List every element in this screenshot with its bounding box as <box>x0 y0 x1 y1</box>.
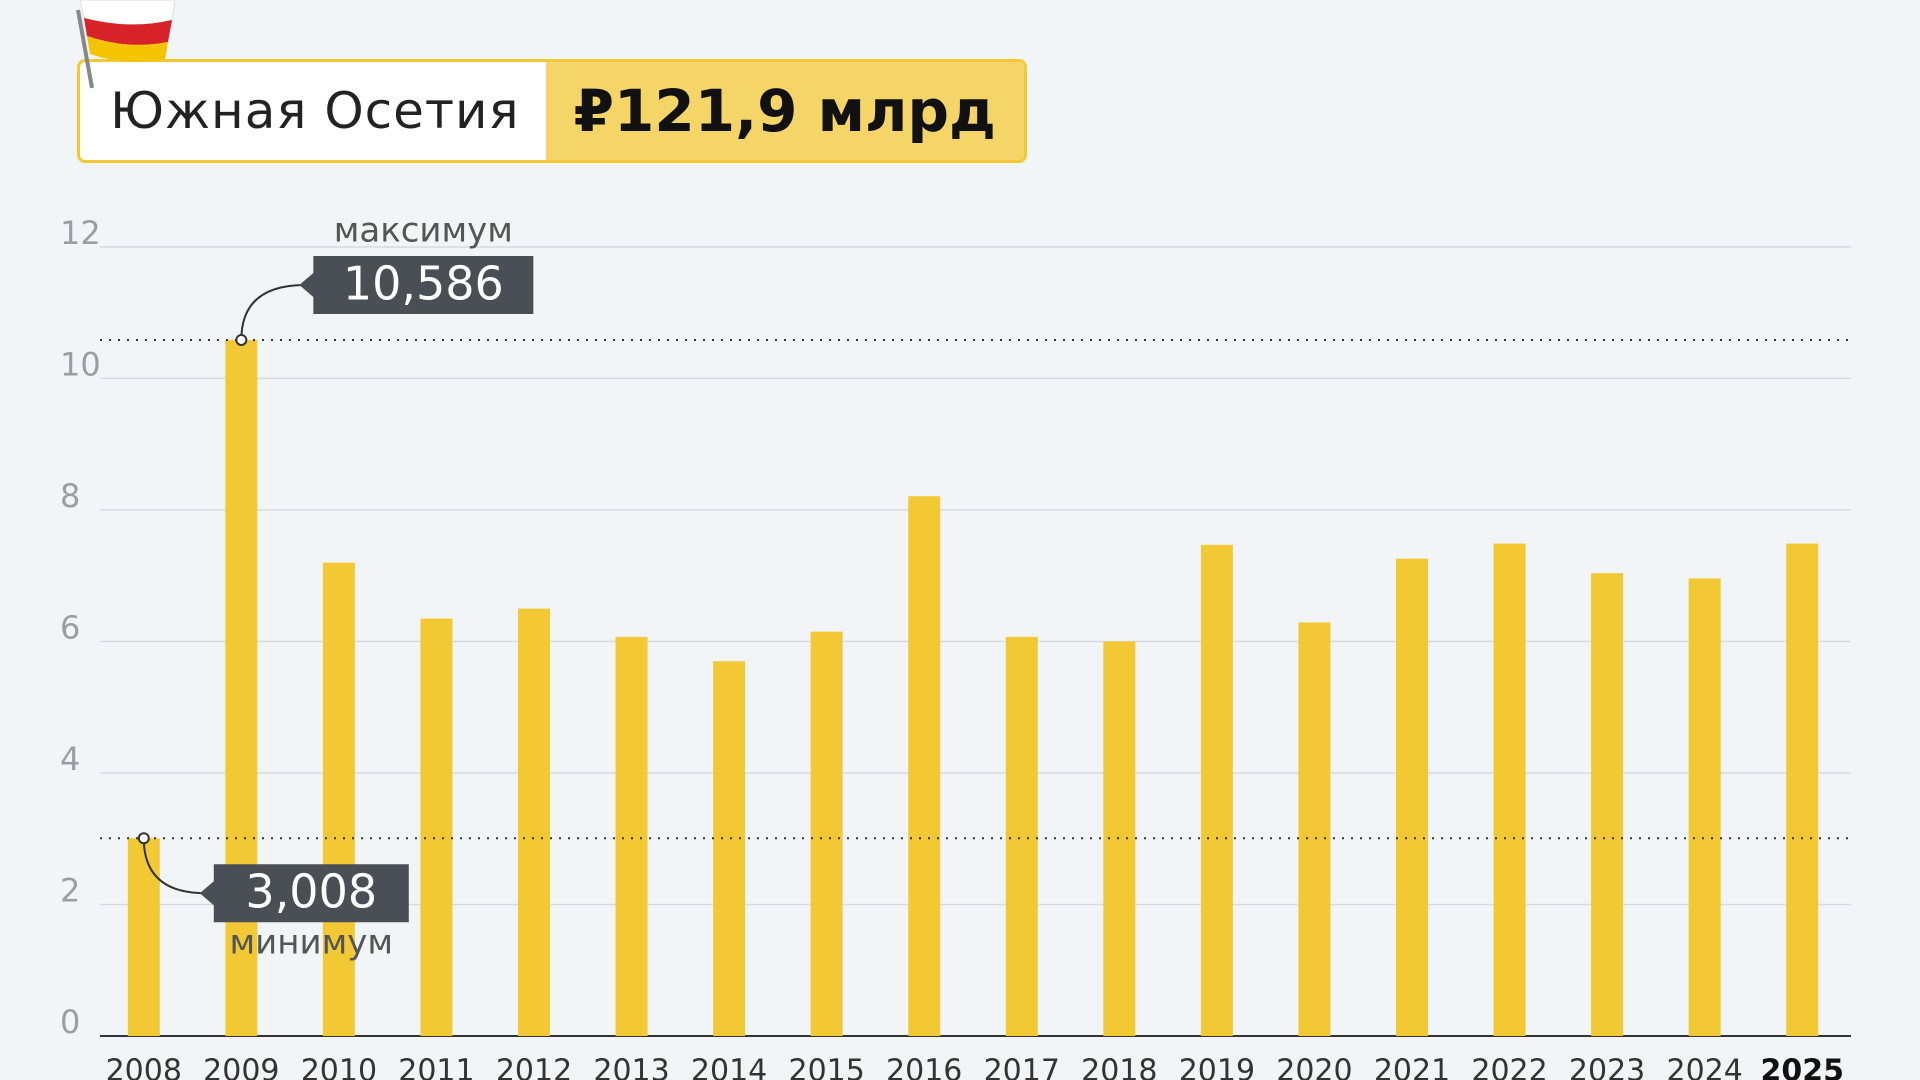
x-tick-label: 2010 <box>301 1054 377 1080</box>
x-tick-label: 2017 <box>984 1054 1060 1080</box>
bar <box>127 838 160 1036</box>
flag-yellow <box>87 36 168 62</box>
x-tick-label: 2019 <box>1179 1054 1255 1080</box>
y-tick-label: 6 <box>60 609 80 647</box>
x-tick-label: 2012 <box>496 1054 572 1080</box>
bar <box>322 562 355 1036</box>
callout-box <box>299 255 534 314</box>
callout-value: 10,586 <box>343 256 504 310</box>
bar <box>1688 578 1721 1036</box>
bar <box>1493 543 1526 1036</box>
bar <box>420 618 453 1036</box>
x-tick-label: 2021 <box>1374 1054 1450 1080</box>
y-tick-label: 12 <box>60 214 101 252</box>
bar <box>713 661 746 1036</box>
header: Южная Осетия ₽121,9 млрд <box>77 59 1027 163</box>
flag-pole <box>76 9 94 89</box>
region-name: Южная Осетия <box>110 82 520 140</box>
x-tick-label: 2015 <box>788 1054 864 1080</box>
callout-connector <box>142 838 206 895</box>
x-tick-label: 2022 <box>1471 1054 1547 1080</box>
x-tick-label: 2025 <box>1760 1054 1844 1080</box>
bar <box>518 608 550 1036</box>
total-amount: ₽121,9 млрд <box>545 62 1024 160</box>
callout-dot <box>137 832 150 845</box>
x-tick-label: 2016 <box>886 1054 962 1080</box>
x-tick-label: 2009 <box>203 1054 279 1080</box>
callout-box <box>199 864 409 923</box>
bar <box>908 496 941 1036</box>
x-tick-label: 2020 <box>1276 1054 1352 1080</box>
callout-dot <box>235 333 248 346</box>
y-tick-label: 4 <box>60 740 80 778</box>
bar <box>1591 573 1624 1036</box>
callout-title: максимум <box>334 210 513 250</box>
callout-title: минимум <box>230 923 394 963</box>
x-tick-label: 2018 <box>1081 1054 1157 1080</box>
x-tick-label: 2023 <box>1569 1054 1645 1080</box>
y-tick-label: 0 <box>60 1003 80 1041</box>
x-tick-label: 2011 <box>398 1054 474 1080</box>
bar <box>1298 622 1331 1036</box>
x-tick-label: 2014 <box>691 1054 767 1080</box>
callout-value: 3,008 <box>245 865 377 919</box>
x-tick-label: 2008 <box>106 1054 182 1080</box>
y-tick-label: 8 <box>60 477 80 515</box>
x-tick-label: 2024 <box>1666 1054 1742 1080</box>
bar <box>1005 636 1038 1036</box>
y-tick-label: 10 <box>60 346 101 384</box>
callout-connector <box>240 283 306 340</box>
bar <box>615 636 648 1036</box>
bar <box>1396 558 1428 1036</box>
bar <box>810 631 843 1036</box>
y-tick-label: 2 <box>60 872 80 910</box>
bar <box>1786 543 1819 1036</box>
bar <box>1200 544 1233 1036</box>
flag-red <box>84 18 172 45</box>
x-tick-label: 2013 <box>593 1054 669 1080</box>
flag <box>76 0 176 89</box>
